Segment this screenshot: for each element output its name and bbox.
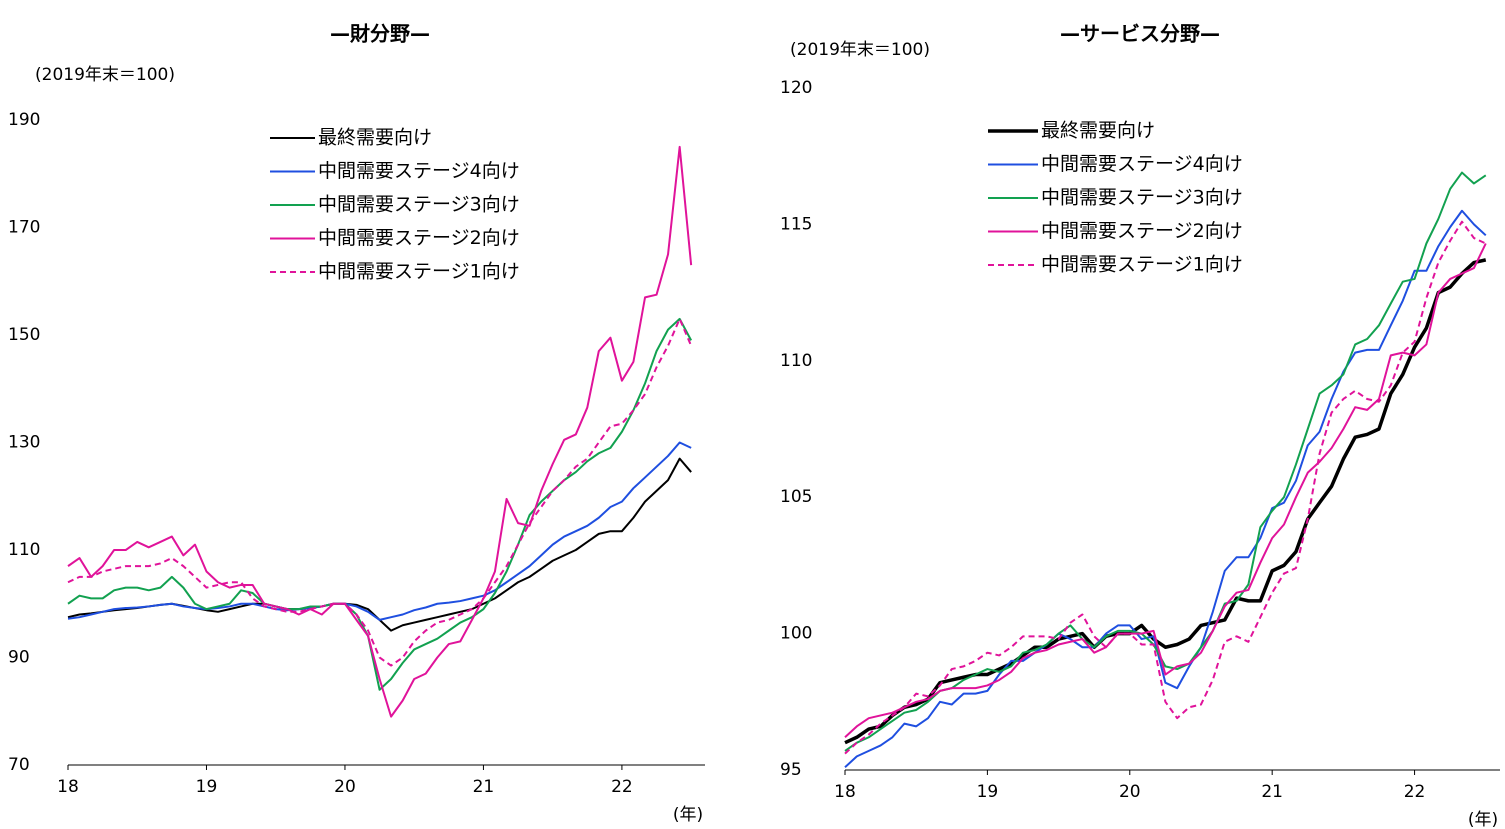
series-line — [844, 258, 1487, 745]
y-axis-label: (2019年末＝100) — [35, 65, 175, 85]
series-line — [844, 220, 1487, 755]
y-tick-label: 100 — [780, 624, 812, 644]
x-tick-label: 18 — [834, 782, 856, 802]
chart-title: —サービス分野— — [1060, 22, 1220, 46]
x-tick-label: 19 — [196, 777, 218, 797]
legend-label: 中間需要ステージ3向け — [1041, 187, 1243, 209]
legend-label: 中間需要ステージ1向け — [318, 261, 520, 283]
y-tick-label: 110 — [8, 540, 40, 560]
y-tick-label: 105 — [780, 487, 812, 507]
y-tick-label: 70 — [8, 755, 30, 775]
series-line — [844, 243, 1487, 738]
series-line — [67, 145, 693, 718]
x-tick-label: 21 — [473, 777, 495, 797]
x-tick-label: 18 — [57, 777, 79, 797]
y-tick-label: 110 — [780, 351, 812, 371]
y-tick-label: 150 — [8, 325, 40, 345]
x-axis-label: (年) — [673, 805, 703, 825]
x-tick-label: 21 — [1261, 782, 1283, 802]
x-tick-label: 22 — [1404, 782, 1426, 802]
legend-label: 最終需要向け — [1041, 120, 1155, 142]
legend-label: 最終需要向け — [318, 127, 432, 149]
legend-label: 中間需要ステージ2向け — [318, 227, 520, 249]
y-axis-label: (2019年末＝100) — [790, 40, 930, 60]
chart-title: —財分野— — [330, 22, 430, 46]
y-tick-label: 130 — [8, 433, 40, 453]
y-tick-label: 120 — [780, 78, 812, 98]
series-line — [67, 317, 693, 691]
y-tick-label: 95 — [780, 760, 802, 780]
series-line — [67, 441, 692, 621]
legend-label: 中間需要ステージ2向け — [1041, 220, 1243, 242]
legend-label: 中間需要ステージ4向け — [1041, 153, 1243, 175]
y-tick-label: 90 — [8, 648, 30, 668]
x-tick-label: 19 — [977, 782, 999, 802]
legend-label: 中間需要ステージ1向け — [1041, 254, 1243, 276]
y-tick-label: 190 — [8, 110, 40, 130]
x-tick-label: 20 — [1119, 782, 1141, 802]
series-line — [844, 209, 1487, 769]
x-tick-label: 20 — [334, 777, 356, 797]
y-tick-label: 115 — [780, 214, 812, 234]
legend-label: 中間需要ステージ3向け — [318, 194, 520, 216]
legend-label: 中間需要ステージ4向け — [318, 160, 520, 182]
x-axis-label: (年) — [1468, 810, 1498, 829]
y-tick-label: 170 — [8, 218, 40, 238]
x-tick-label: 22 — [611, 777, 633, 797]
series-line — [67, 317, 693, 667]
